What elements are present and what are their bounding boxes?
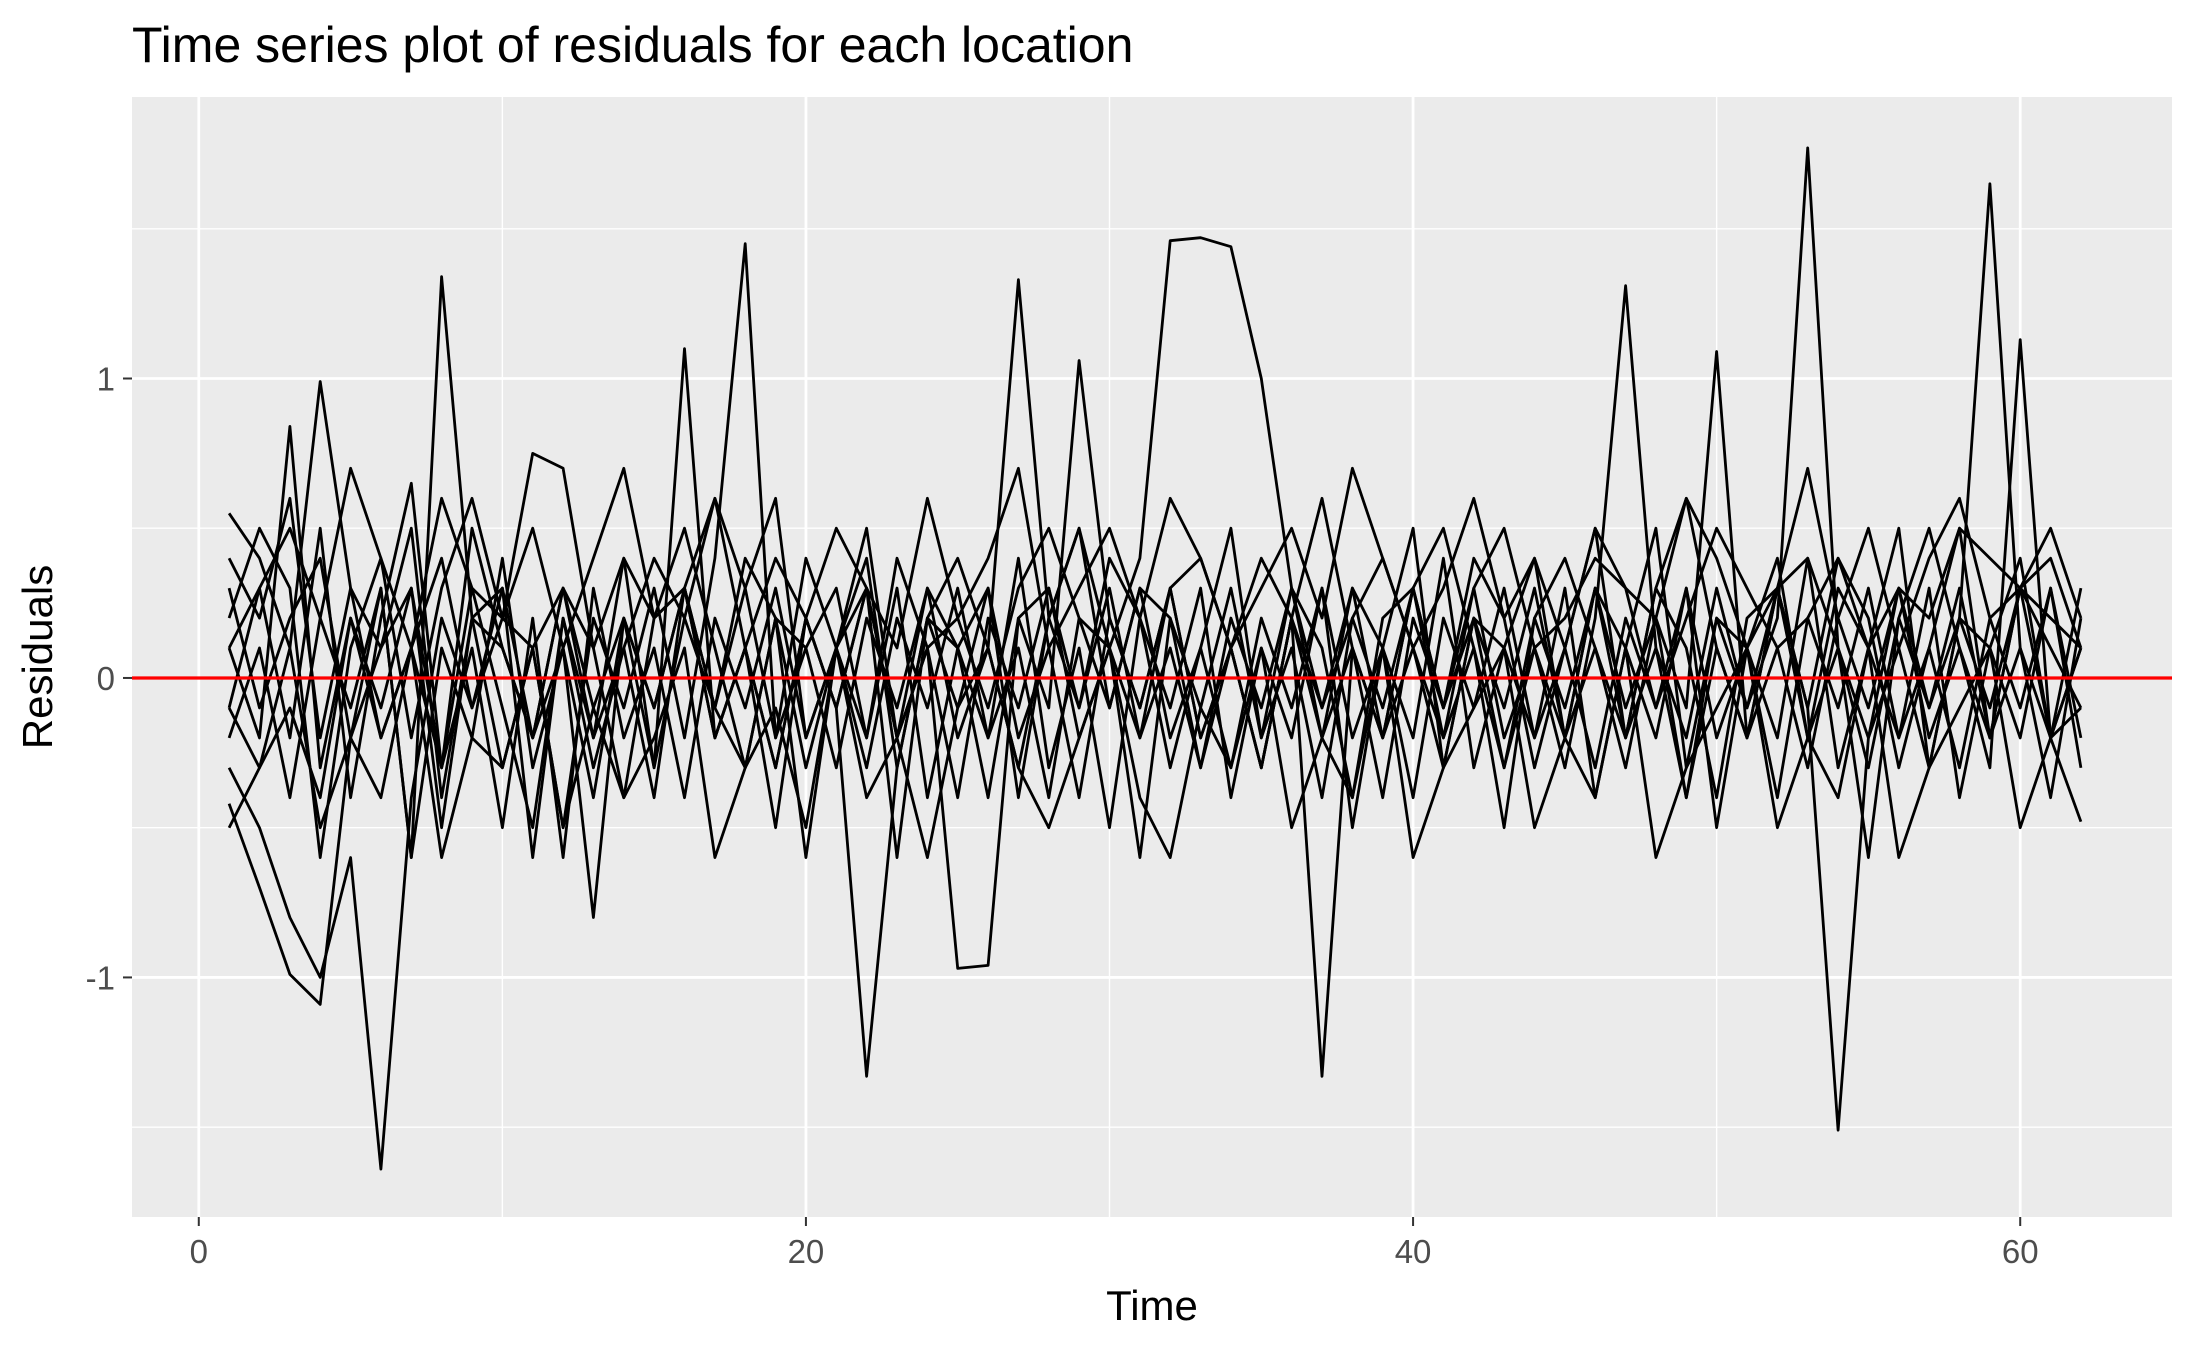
y-axis: -1 0 1 — [86, 360, 132, 996]
x-axis: 0 20 40 60 — [190, 1217, 2039, 1270]
chart-title: Time series plot of residuals for each l… — [132, 17, 1133, 73]
x-tick-label: 60 — [2002, 1233, 2039, 1270]
x-tick-label: 0 — [190, 1233, 208, 1270]
series-line-9 — [227, 526, 2083, 800]
series-lines — [227, 146, 2083, 1171]
x-tick-label: 20 — [788, 1233, 825, 1270]
y-tick-label: 0 — [97, 660, 115, 697]
y-tick-label: -1 — [86, 959, 115, 996]
series-line-1 — [227, 236, 2082, 770]
x-axis-title: Time — [1106, 1282, 1198, 1329]
series-line-11 — [227, 466, 2083, 650]
y-axis-title: Residuals — [14, 565, 61, 749]
series-line-7 — [227, 496, 2083, 859]
x-tick-label: 40 — [1395, 1233, 1432, 1270]
series-line-10 — [227, 556, 2083, 859]
series-line-8 — [227, 556, 2083, 919]
y-tick-label: 1 — [97, 360, 115, 397]
